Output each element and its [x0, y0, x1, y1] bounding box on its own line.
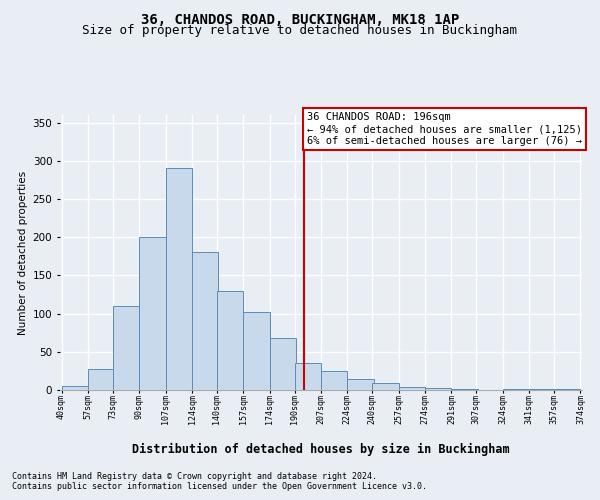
Text: 36 CHANDOS ROAD: 196sqm
← 94% of detached houses are smaller (1,125)
6% of semi-: 36 CHANDOS ROAD: 196sqm ← 94% of detache… [307, 112, 582, 146]
Text: Contains public sector information licensed under the Open Government Licence v3: Contains public sector information licen… [12, 482, 427, 491]
Text: Contains HM Land Registry data © Crown copyright and database right 2024.: Contains HM Land Registry data © Crown c… [12, 472, 377, 481]
Bar [88, 368, 115, 390]
Bar [192, 252, 218, 390]
Bar [503, 389, 529, 390]
Bar [347, 378, 374, 390]
Bar [139, 237, 166, 390]
Bar [451, 389, 478, 390]
Text: 36, CHANDOS ROAD, BUCKINGHAM, MK18 1AP: 36, CHANDOS ROAD, BUCKINGHAM, MK18 1AP [141, 12, 459, 26]
Y-axis label: Number of detached properties: Number of detached properties [19, 170, 28, 334]
Bar [425, 388, 451, 390]
Bar [217, 290, 244, 390]
Bar [321, 371, 347, 390]
Bar [113, 306, 139, 390]
Text: Distribution of detached houses by size in Buckingham: Distribution of detached houses by size … [132, 442, 510, 456]
Bar [244, 312, 270, 390]
Bar [62, 386, 88, 390]
Bar [372, 383, 398, 390]
Bar [398, 387, 425, 390]
Bar [295, 364, 321, 390]
Bar [554, 389, 580, 390]
Bar [166, 168, 192, 390]
Text: Size of property relative to detached houses in Buckingham: Size of property relative to detached ho… [83, 24, 517, 37]
Bar [270, 338, 296, 390]
Bar [529, 389, 556, 390]
